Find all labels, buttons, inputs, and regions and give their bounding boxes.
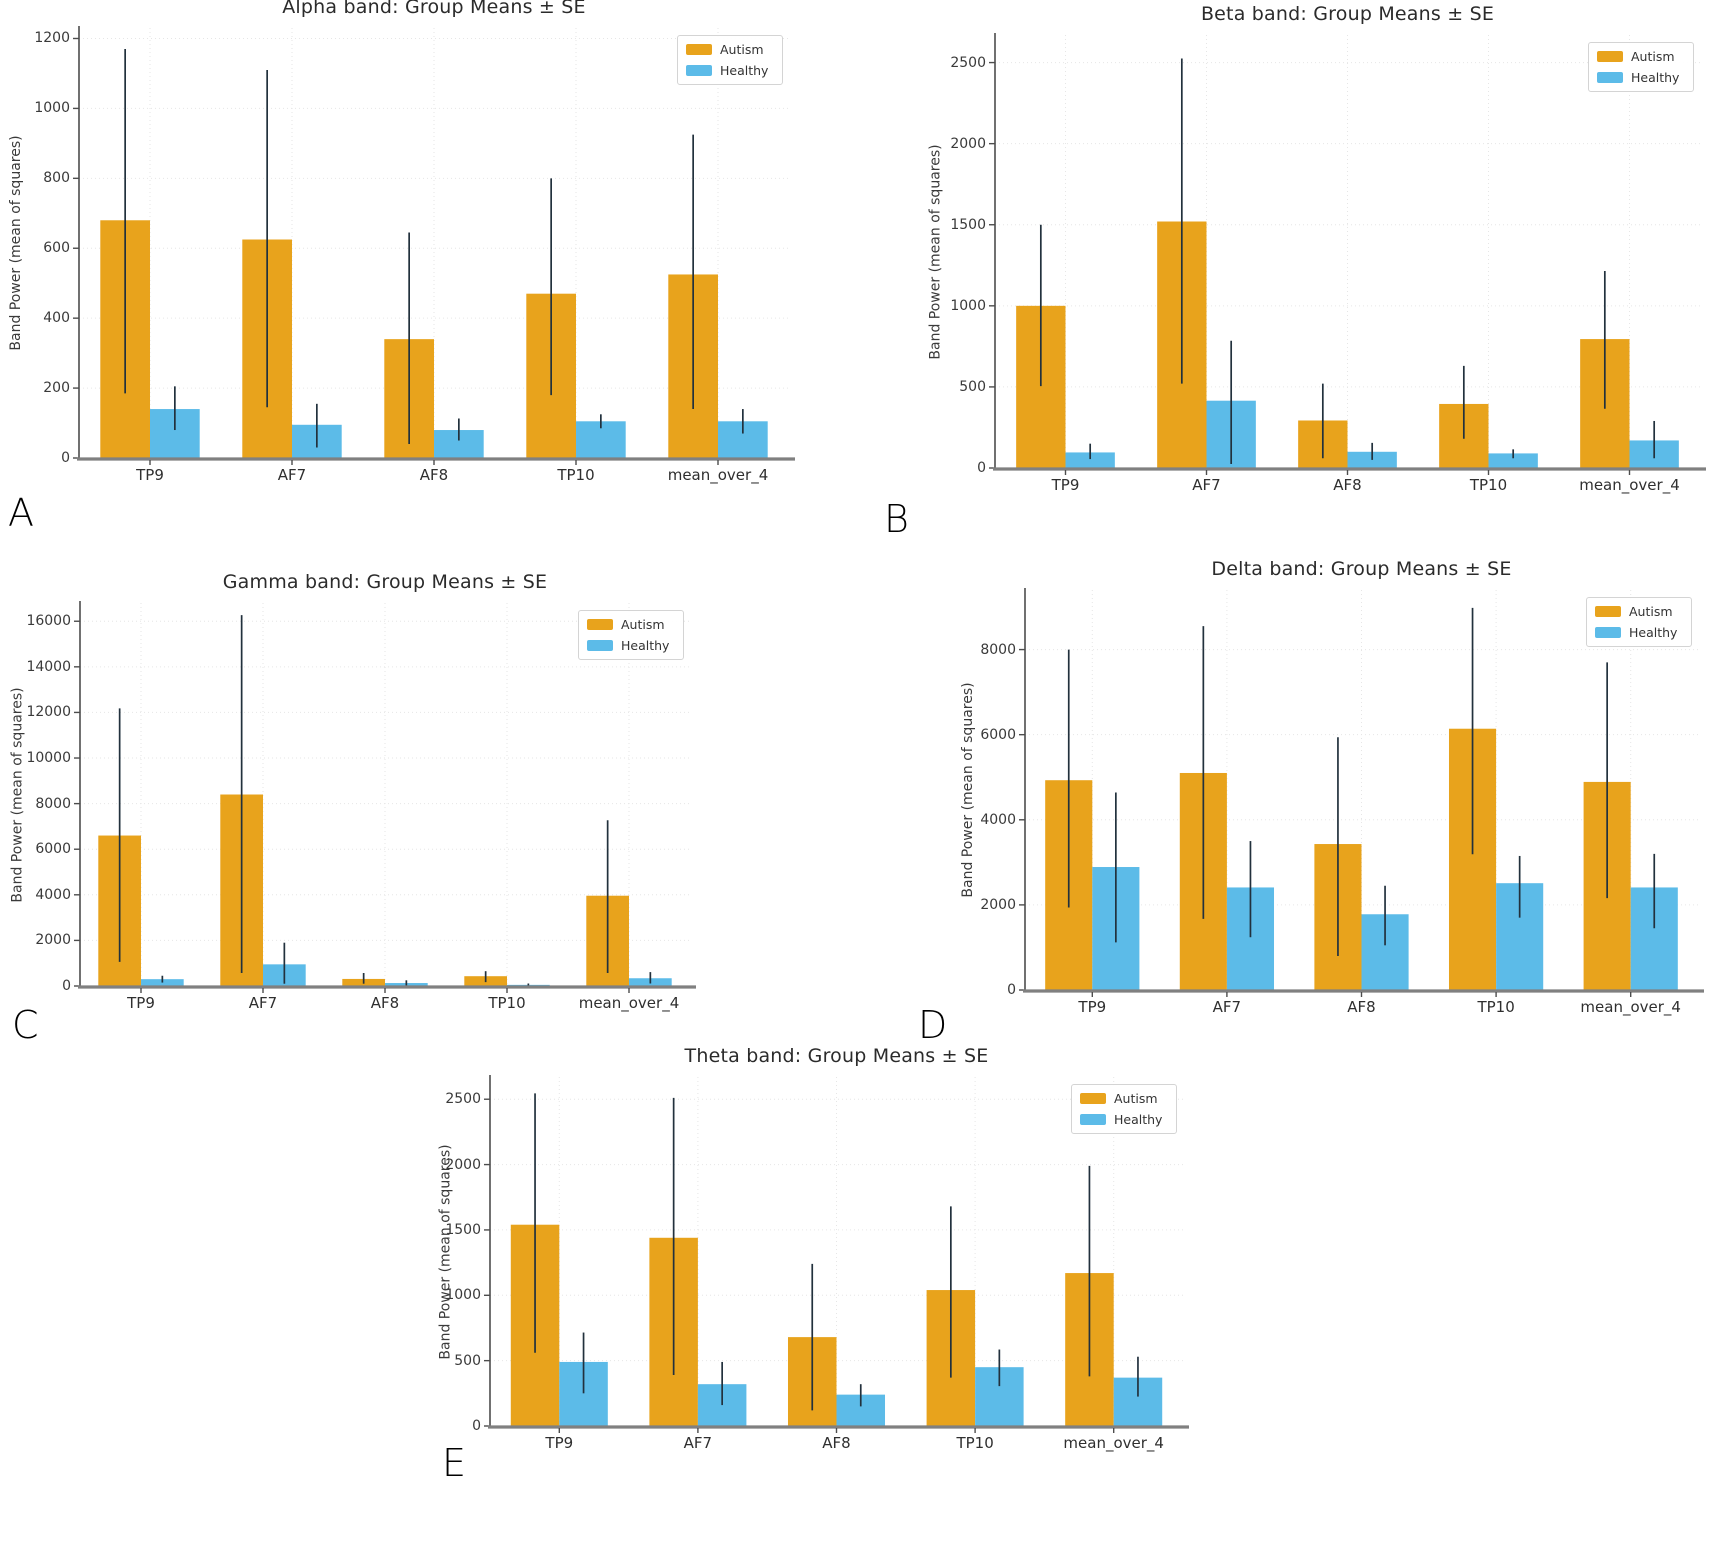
healthy-bar-TP10 — [1488, 453, 1538, 468]
healthy-bar-TP9 — [1065, 452, 1115, 468]
